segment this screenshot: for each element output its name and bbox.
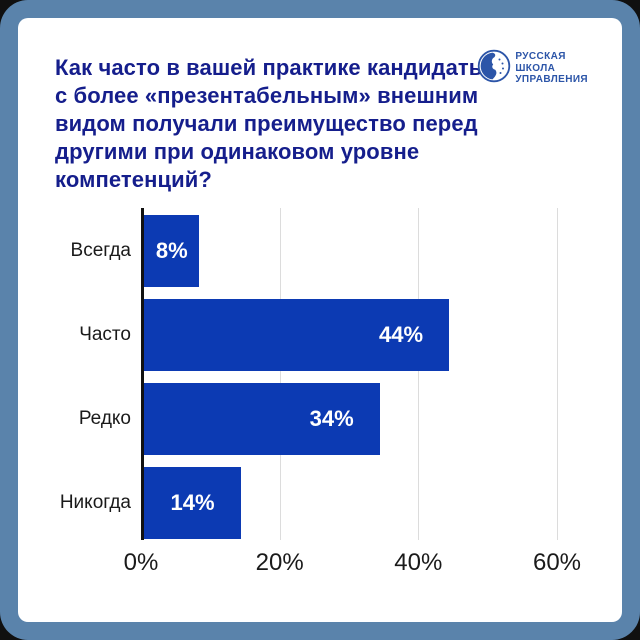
category-label: Часто: [79, 324, 131, 345]
bar-value-label: 34%: [309, 406, 354, 431]
bar-value-label: 44%: [379, 322, 424, 347]
bar-value-label: 14%: [170, 490, 215, 515]
gridline: [418, 208, 420, 540]
logo-text-line: РУССКАЯ: [515, 51, 566, 63]
y-axis-line: [141, 208, 144, 540]
rsu-logo-face-icon: [477, 49, 511, 88]
x-tick-label: 60%: [532, 549, 582, 576]
plot-area: 8% 44% 34% 14%: [141, 208, 558, 540]
x-tick-label: 40%: [394, 549, 443, 576]
category-label: Редко: [78, 408, 131, 429]
bar-value-label: 8%: [155, 238, 188, 263]
chart-bar: 8%: [144, 215, 200, 287]
category-label: Никогда: [59, 492, 131, 513]
chart-bar: 44%: [144, 299, 450, 371]
logo-text-line: УПРАВЛЕНИЯ: [515, 74, 588, 86]
logo-text-line: ШКОЛА: [515, 62, 556, 74]
rsu-logo-text: РУССКАЯ ШКОЛА УПРАВЛЕНИЯ: [515, 51, 588, 86]
chart-bar: 14%: [144, 467, 242, 539]
gridline: [279, 208, 281, 540]
x-tick-label: 20%: [255, 549, 304, 576]
category-label: Всегда: [70, 240, 131, 261]
title-line: другими при одинаковом уровне компетенци…: [55, 139, 420, 192]
chart-bar: 34%: [144, 383, 380, 455]
rsu-logo: РУССКАЯ ШКОЛА УПРАВЛЕНИЯ: [477, 49, 588, 88]
infographic-card: Как часто в вашей практике кандидаты с б…: [18, 18, 622, 622]
x-tick-label: 0%: [123, 549, 159, 576]
title-line: видом получали преимущество перед: [55, 111, 478, 136]
title-line: Как часто в вашей практике кандидаты: [55, 55, 488, 80]
gridline: [557, 208, 558, 540]
horizontal-bar-chart: 8% 44% 34% 14% 0% 20% 40% 60% Всегда Часто Редко Ни…: [31, 208, 591, 593]
chart-question-title: Как часто в вашей практике кандидаты с б…: [55, 54, 575, 194]
title-line: с более «презентабельным» внешним: [55, 83, 479, 108]
